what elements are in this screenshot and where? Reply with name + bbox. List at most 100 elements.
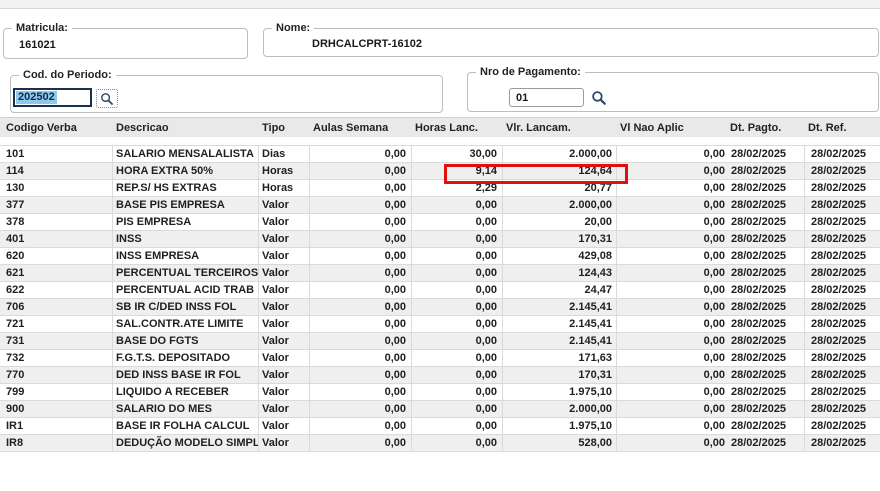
table-cell: 2.000,00 <box>503 401 617 417</box>
table-cell: 28/02/2025 <box>811 386 867 398</box>
header-cell: Descricao <box>116 121 169 134</box>
header-cell: Aulas Semana <box>313 121 389 134</box>
table-cell: SALARIO DO MES <box>113 401 259 417</box>
search-icon <box>591 90 607 106</box>
matricula-value: 161021 <box>19 39 56 51</box>
matricula-label: Matricula: <box>12 22 72 34</box>
table-cell: 28/02/2025 <box>727 384 805 400</box>
table-cell: Valor <box>259 384 310 400</box>
table-cell: Valor <box>259 282 310 298</box>
table-cell: 28/02/2025 <box>727 197 805 213</box>
table-cell: SAL.CONTR.ATE LIMITE <box>113 316 259 332</box>
table-row[interactable]: IR8 DEDUÇÃO MODELO SIMPL Valor 0,00 0,00 528,… <box>0 435 880 452</box>
table-cell: 0,00 <box>310 265 412 281</box>
table-cell: 2,29 <box>412 180 503 196</box>
table-row[interactable]: 130 REP.S/ HS EXTRAS Horas 0,00 2,29 20,77 0,0… <box>0 180 880 197</box>
table-cell: 731 <box>0 333 113 349</box>
table-cell: 28/02/2025 <box>727 163 805 179</box>
table-cell: 0,00 <box>412 214 503 230</box>
table-cell: 28/02/2025 <box>727 214 805 230</box>
table-row[interactable]: 770 DED INSS BASE IR FOL Valor 0,00 0,00 170,… <box>0 367 880 384</box>
table-cell: 28/02/2025 <box>811 148 867 160</box>
table-row[interactable]: 732 F.G.T.S. DEPOSITADO Valor 0,00 0,00 171,6… <box>0 350 880 367</box>
table-row[interactable]: 377 BASE PIS EMPRESA Valor 0,00 0,00 2.000,00… <box>0 197 880 214</box>
table-cell: 20,00 <box>503 214 617 230</box>
table-cell: 28/02/2025 <box>727 435 805 451</box>
table-row[interactable]: 401 INSS Valor 0,00 0,00 170,31 0,00 28/02/2025… <box>0 231 880 248</box>
table-cell: DED INSS BASE IR FOL <box>113 367 259 383</box>
table-cell: 0,00 <box>310 333 412 349</box>
table-cell: 28/02/2025 <box>811 437 867 449</box>
table-cell: 124,43 <box>503 265 617 281</box>
table-cell: 528,00 <box>503 435 617 451</box>
table-row[interactable]: IR1 BASE IR FOLHA CALCUL Valor 0,00 0,00 1.97… <box>0 418 880 435</box>
cod-periodo-search-button[interactable] <box>96 89 118 108</box>
table-cell: 28/02/2025 <box>727 299 805 315</box>
table-cell: 0,00 <box>310 146 412 162</box>
table-cell: 0,00 <box>412 248 503 264</box>
table-cell: Valor <box>259 350 310 366</box>
table-cell: INSS <box>113 231 259 247</box>
table-cell: 0,00 <box>703 369 725 381</box>
table-cell: BASE DO FGTS <box>113 333 259 349</box>
table-row[interactable]: 620 INSS EMPRESA Valor 0,00 0,00 429,08 0,00 28… <box>0 248 880 265</box>
table-cell: Valor <box>259 299 310 315</box>
table-cell: 0,00 <box>310 350 412 366</box>
cod-periodo-input[interactable]: 202502 <box>13 88 92 107</box>
table-cell: 0,00 <box>703 403 725 415</box>
table-cell: 0,00 <box>310 384 412 400</box>
table-cell: 0,00 <box>703 318 725 330</box>
table-cell: DEDUÇÃO MODELO SIMPL <box>113 435 259 451</box>
table-cell: 378 <box>0 214 113 230</box>
table-cell: 900 <box>0 401 113 417</box>
table-cell: 24,47 <box>503 282 617 298</box>
table-cell: 28/02/2025 <box>811 284 867 296</box>
table-cell: IR8 <box>0 435 113 451</box>
table-cell: 28/02/2025 <box>811 301 867 313</box>
table-row[interactable]: 900 SALARIO DO MES Valor 0,00 0,00 2.000,00 0,… <box>0 401 880 418</box>
table-cell: 0,00 <box>412 367 503 383</box>
table-cell: Dias <box>259 146 310 162</box>
table-cell: 0,00 <box>412 350 503 366</box>
table-cell: Valor <box>259 418 310 434</box>
table-cell: SB IR C/DED INSS FOL <box>113 299 259 315</box>
table-cell: 28/02/2025 <box>811 318 867 330</box>
table-cell: 0,00 <box>310 316 412 332</box>
table-row[interactable]: 101 SALARIO MENSALALISTA Dias 0,00 30,00 2.00… <box>0 146 880 163</box>
table-cell: 0,00 <box>310 248 412 264</box>
table-cell: 0,00 <box>310 367 412 383</box>
table-cell: 28/02/2025 <box>811 216 867 228</box>
table-row[interactable]: 621 PERCENTUAL TERCEIROS Valor 0,00 0,00 124,… <box>0 265 880 282</box>
table-cell: 706 <box>0 299 113 315</box>
table-row[interactable]: 799 LIQUIDO A RECEBER Valor 0,00 0,00 1.975,1… <box>0 384 880 401</box>
table-row[interactable]: 622 PERCENTUAL ACID TRAB Valor 0,00 0,00 24,4… <box>0 282 880 299</box>
table-cell: 732 <box>0 350 113 366</box>
table-cell: 28/02/2025 <box>811 267 867 279</box>
table-cell: 114 <box>0 163 113 179</box>
nro-pagamento-input[interactable] <box>509 88 584 107</box>
table-cell: 429,08 <box>503 248 617 264</box>
table-cell: 0,00 <box>703 267 725 279</box>
table-cell: 0,00 <box>703 437 725 449</box>
table-header: Codigo Verba Descricao Tipo Aulas Semana Hor… <box>0 117 880 137</box>
table-row[interactable]: 378 PIS EMPRESA Valor 0,00 0,00 20,00 0,00 28/0… <box>0 214 880 231</box>
table-cell: 0,00 <box>310 282 412 298</box>
table-cell: 401 <box>0 231 113 247</box>
table-cell: F.G.T.S. DEPOSITADO <box>113 350 259 366</box>
nro-pagamento-search-button[interactable] <box>589 88 609 107</box>
table-cell: 0,00 <box>412 299 503 315</box>
table-cell: 0,00 <box>412 435 503 451</box>
table-cell: 0,00 <box>310 180 412 196</box>
table-cell: 28/02/2025 <box>727 316 805 332</box>
table-row[interactable]: 114 HORA EXTRA 50% Horas 0,00 9,14 124,64 0,00… <box>0 163 880 180</box>
table-cell: 28/02/2025 <box>811 182 867 194</box>
table-cell: 0,00 <box>703 199 725 211</box>
table-cell: 1.975,10 <box>503 418 617 434</box>
table-cell: 28/02/2025 <box>727 231 805 247</box>
table-row[interactable]: 731 BASE DO FGTS Valor 0,00 0,00 2.145,41 0,00… <box>0 333 880 350</box>
table-body: 101 SALARIO MENSALALISTA Dias 0,00 30,00 2.00… <box>0 145 880 452</box>
table-cell: 28/02/2025 <box>727 401 805 417</box>
table-row[interactable]: 721 SAL.CONTR.ATE LIMITE Valor 0,00 0,00 2.14… <box>0 316 880 333</box>
table-cell: 0,00 <box>310 299 412 315</box>
table-row[interactable]: 706 SB IR C/DED INSS FOL Valor 0,00 0,00 2.14… <box>0 299 880 316</box>
